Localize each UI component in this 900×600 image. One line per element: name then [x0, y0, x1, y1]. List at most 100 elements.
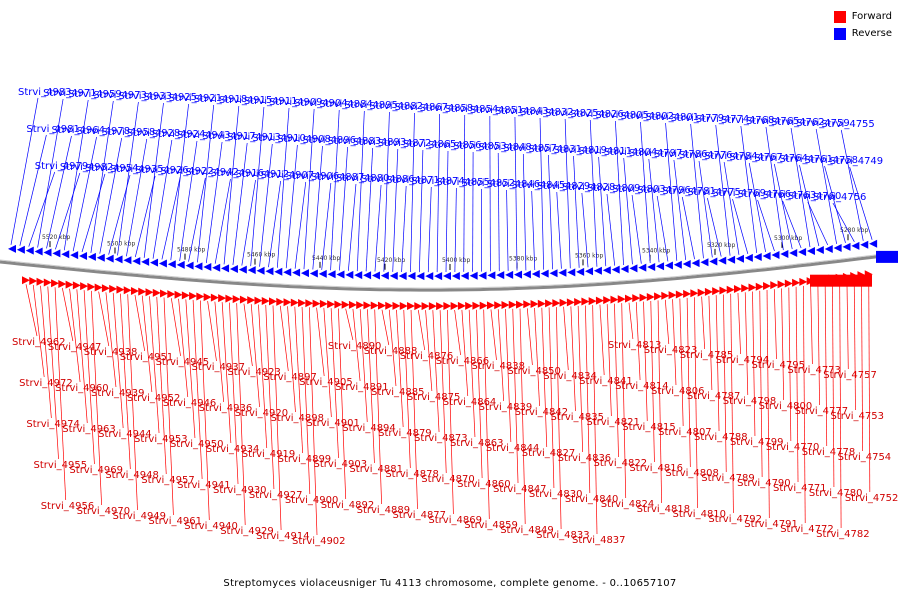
reverse-gene-leader: [463, 114, 466, 272]
reverse-gene-label: Strvi_4926: [135, 165, 189, 176]
reverse-gene-arrow: [531, 269, 540, 278]
reverse-gene-label: Strvi_4767: [729, 152, 783, 163]
reverse-gene-arrow: [576, 267, 585, 276]
forward-gene-leader: [490, 309, 497, 361]
reverse-gene-leader: [419, 149, 424, 273]
reverse-gene-arrow: [203, 263, 212, 272]
reverse-gene-label: Strvi_4749: [830, 156, 884, 167]
reverse-gene-label: Strvi_4845: [512, 180, 566, 191]
reverse-gene-label: Strvi_4828: [562, 182, 616, 193]
reverse-gene-leader: [268, 180, 281, 268]
reverse-gene-arrow: [620, 264, 629, 273]
forward-gene-label: Strvi_4840: [565, 494, 619, 505]
forward-gene-leader: [323, 307, 332, 418]
legend-reverse: Reverse: [833, 25, 892, 42]
forward-gene-leader: [170, 298, 181, 357]
reverse-gene-arrow: [771, 251, 780, 260]
forward-gene-arrow: [588, 297, 597, 306]
reverse-gene-label: Strvi_4874: [411, 176, 465, 187]
reverse-gene-arrow: [522, 270, 531, 279]
reverse-gene-arrow: [478, 271, 487, 280]
forward-gene-arrow: [668, 291, 677, 300]
forward-gene-leader: [149, 296, 160, 434]
forward-gene-leader: [599, 304, 605, 376]
reverse-gene-label: Strvi_4858: [420, 103, 474, 114]
forward-gene-label: Strvi_4903: [314, 459, 368, 470]
forward-gene-arrow: [428, 302, 437, 311]
reverse-gene-leader: [732, 198, 749, 254]
forward-gene-leader: [730, 293, 734, 514]
forward-gene-label: Strvi_4955: [34, 460, 88, 471]
reverse-gene-leader: [832, 202, 855, 243]
reverse-gene-label: Strvi_4819: [554, 145, 608, 156]
reverse-gene-arrow: [851, 241, 860, 250]
forward-gene-leader: [839, 281, 842, 529]
reverse-gene-label: Strvi_4779: [671, 113, 725, 124]
forward-gene-arrow: [472, 301, 481, 310]
reverse-gene-arrow: [327, 270, 336, 279]
forward-gene-arrow: [646, 292, 655, 301]
forward-gene-label: Strvi_4923: [227, 367, 281, 378]
forward-gene-arrow: [465, 301, 474, 310]
reverse-gene-leader: [715, 124, 731, 256]
forward-gene-leader: [519, 308, 526, 525]
forward-gene-leader: [715, 295, 720, 432]
forward-gene-arrow: [312, 299, 321, 308]
forward-gene-label: Strvi_4790: [737, 478, 791, 489]
forward-gene-arrow: [559, 298, 568, 307]
forward-gene-arrow: [792, 278, 801, 287]
reverse-gene-arrow: [611, 265, 620, 274]
forward-gene-arrow: [225, 294, 234, 303]
forward-gene-arrow: [654, 292, 663, 301]
reverse-gene-leader: [454, 187, 457, 272]
forward-gene-arrow: [523, 300, 532, 309]
reverse-gene-label: Strvi_4917: [202, 131, 256, 142]
reverse-gene-arrow: [593, 266, 602, 275]
forward-gene-leader: [853, 279, 856, 411]
forward-gene-leader: [577, 305, 583, 453]
forward-gene-leader: [352, 308, 361, 382]
forward-gene-label: Strvi_4876: [400, 351, 454, 362]
forward-gene-label: Strvi_4902: [292, 536, 346, 547]
reverse-gene-arrow: [629, 264, 638, 273]
forward-gene-label: Strvi_4897: [263, 372, 317, 383]
reverse-gene-label: Strvi_4979: [35, 161, 89, 172]
reverse-swatch: [833, 27, 846, 40]
forward-gene-label: Strvi_4890: [328, 341, 382, 352]
reverse-gene-leader: [170, 103, 189, 261]
forward-gene-leader: [243, 303, 253, 367]
forward-gene-arrow: [552, 299, 561, 308]
forward-gene-arrow: [392, 301, 401, 310]
reverse-gene-leader: [321, 182, 332, 270]
forward-gene-arrow: [160, 289, 169, 298]
forward-gene-label: Strvi_4875: [407, 392, 461, 403]
forward-gene-leader: [47, 286, 59, 460]
reverse-gene-arrow: [221, 264, 230, 273]
forward-gene-leader: [214, 301, 225, 403]
reverse-gene-label: Strvi_4935: [110, 164, 164, 175]
reverse-gene-arrow: [185, 261, 194, 270]
forward-gene-label: Strvi_4900: [285, 495, 339, 506]
forward-gene-label: Strvi_4816: [629, 463, 683, 474]
forward-gene-leader: [803, 285, 806, 524]
forward-gene-label: Strvi_4836: [558, 453, 612, 464]
forward-gene-arrow: [370, 301, 379, 310]
forward-gene-label: Strvi_4927: [249, 490, 303, 501]
reverse-gene-leader: [773, 163, 793, 250]
reverse-gene-label: Strvi_4896: [302, 135, 356, 146]
forward-gene-leader: [338, 308, 347, 500]
reverse-gene-leader: [445, 150, 449, 273]
forward-gene-leader: [381, 309, 390, 346]
reverse-gene-leader: [506, 189, 509, 271]
forward-gene-leader: [330, 308, 339, 459]
forward-gene-label: Strvi_4881: [349, 464, 403, 475]
forward-gene-arrow: [617, 295, 626, 304]
forward-gene-arrow: [610, 295, 619, 304]
forward-gene-label: Strvi_4961: [148, 516, 202, 527]
reverse-gene-leader: [214, 178, 231, 264]
forward-gene-label: Strvi_4849: [500, 525, 554, 536]
reverse-gene-arrow: [167, 260, 176, 269]
forward-gene-leader: [163, 297, 174, 516]
reverse-gene-arrow: [114, 255, 123, 264]
reverse-gene-leader: [765, 126, 784, 251]
